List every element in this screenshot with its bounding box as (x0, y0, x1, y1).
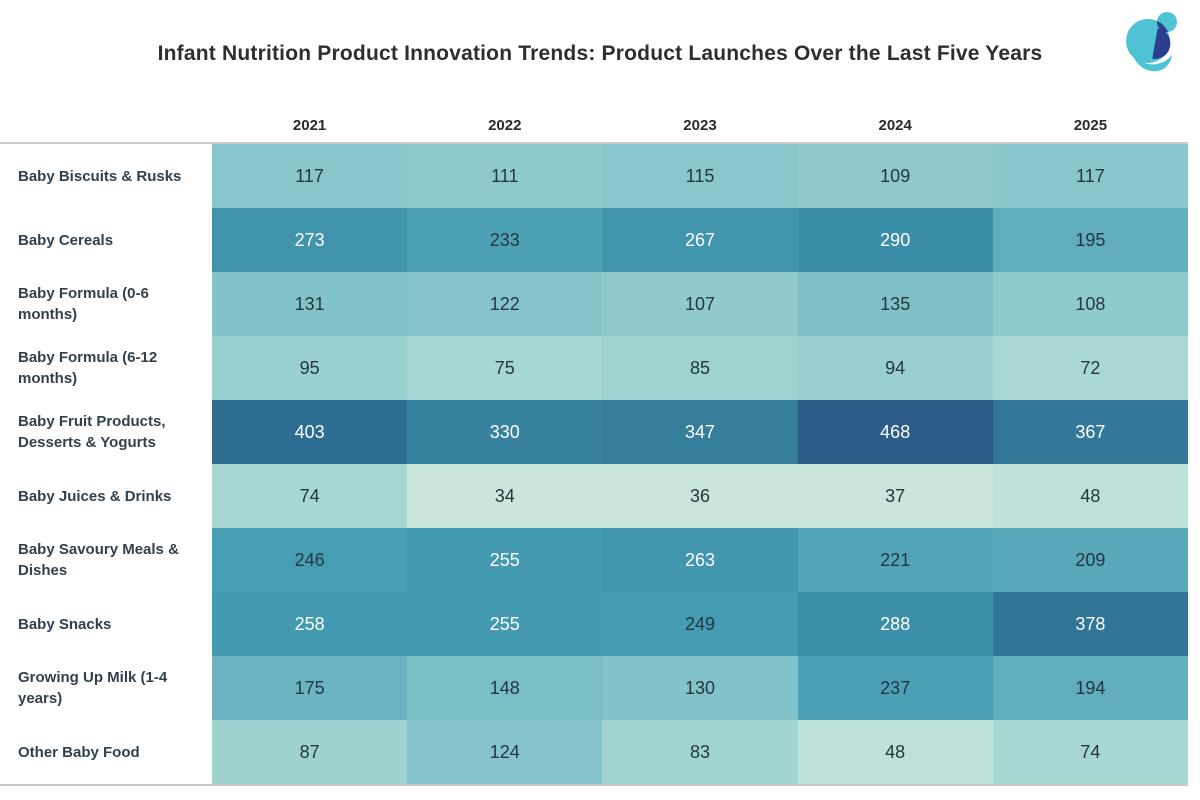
heatmap-cell[interactable]: 34 (407, 464, 603, 528)
heatmap-cell[interactable]: 83 (602, 720, 798, 784)
heatmap-cell[interactable]: 267 (602, 208, 798, 272)
heatmap-cell[interactable]: 48 (797, 720, 993, 784)
column-header: 2021 (292, 117, 327, 134)
heatmap-cell[interactable]: 209 (992, 528, 1188, 592)
row-label: Baby Juices & Drinks (0, 464, 212, 528)
heatmap-cell[interactable]: 347 (602, 400, 798, 464)
row-label: Other Baby Food (0, 720, 212, 784)
row-label: Baby Savoury Meals & Dishes (0, 528, 212, 592)
heatmap-cell[interactable]: 117 (992, 144, 1188, 208)
heatmap-cell[interactable]: 37 (797, 464, 993, 528)
column-header: 2025 (1073, 117, 1108, 134)
column-header: 2023 (683, 117, 717, 134)
page-title: Infant Nutrition Product Innovation Tren… (157, 42, 1043, 65)
heatmap-cell[interactable]: 255 (407, 528, 603, 592)
heatmap-cell[interactable]: 263 (602, 528, 798, 592)
heatmap-cell[interactable]: 74 (212, 464, 408, 528)
header: Infant Nutrition Product Innovation Tren… (0, 0, 1200, 66)
heatmap-cell[interactable]: 148 (407, 656, 603, 720)
heatmap-cell[interactable]: 130 (602, 656, 798, 720)
heatmap-cell[interactable]: 75 (407, 336, 603, 400)
heatmap-cell[interactable]: 107 (602, 272, 798, 336)
heatmap-cell[interactable]: 378 (992, 592, 1188, 656)
heatmap-cell[interactable]: 122 (407, 272, 603, 336)
heatmap-cell[interactable]: 95 (212, 336, 408, 400)
heatmap-cell[interactable]: 258 (212, 592, 408, 656)
heatmap-cell[interactable]: 468 (797, 400, 993, 464)
heatmap-cell[interactable]: 124 (407, 720, 603, 784)
heatmap-cell[interactable]: 221 (797, 528, 993, 592)
heatmap-cell[interactable]: 249 (602, 592, 798, 656)
brand-logo-icon (1122, 8, 1178, 74)
heatmap-cell[interactable]: 330 (407, 400, 603, 464)
heatmap-cell[interactable]: 48 (992, 464, 1188, 528)
heatmap-cell[interactable]: 135 (797, 272, 993, 336)
heatmap-body: Baby Biscuits & Rusks 117 111 115 109 117 Baby… (0, 144, 1188, 786)
row-label: Baby Biscuits & Rusks (0, 144, 212, 208)
row-label: Growing Up Milk (1-4 years) (0, 656, 212, 720)
heatmap-cell[interactable]: 290 (797, 208, 993, 272)
heatmap-cell[interactable]: 72 (992, 336, 1188, 400)
heatmap-cell[interactable]: 115 (602, 144, 798, 208)
row-label: Baby Snacks (0, 592, 212, 656)
heatmap-cell[interactable]: 194 (992, 656, 1188, 720)
heatmap-cell[interactable]: 237 (797, 656, 993, 720)
heatmap-cell[interactable]: 109 (797, 144, 993, 208)
heatmap-cell[interactable]: 94 (797, 336, 993, 400)
heatmap-table: 2021 2022 2023 2024 2025 Baby Biscuits & Rus… (0, 104, 1188, 786)
column-header: 2024 (878, 117, 912, 134)
heatmap-cell[interactable]: 111 (407, 144, 603, 208)
heatmap-cell[interactable]: 36 (602, 464, 798, 528)
heatmap-column-headers: 2021 2022 2023 2024 2025 (0, 104, 1188, 144)
heatmap-cell[interactable]: 273 (212, 208, 408, 272)
heatmap-cell[interactable]: 246 (212, 528, 408, 592)
column-header: 2022 (488, 117, 522, 134)
row-label: Baby Cereals (0, 208, 212, 272)
heatmap-cell[interactable]: 175 (212, 656, 408, 720)
heatmap-cell[interactable]: 131 (212, 272, 408, 336)
heatmap-cell[interactable]: 87 (212, 720, 408, 784)
row-label: Baby Formula (6-12 months) (0, 336, 212, 400)
heatmap-cell[interactable]: 74 (992, 720, 1188, 784)
heatmap-cell[interactable]: 367 (992, 400, 1188, 464)
heatmap-cell[interactable]: 85 (602, 336, 798, 400)
heatmap-cell[interactable]: 403 (212, 400, 408, 464)
heatmap-cell[interactable]: 233 (407, 208, 603, 272)
heatmap-cell[interactable]: 117 (212, 144, 408, 208)
row-label: Baby Formula (0-6 months) (0, 272, 212, 336)
heatmap-cell[interactable]: 108 (992, 272, 1188, 336)
heatmap-cell[interactable]: 255 (407, 592, 603, 656)
row-label: Baby Fruit Products, Desserts & Yogurts (0, 400, 212, 464)
heatmap-cell[interactable]: 195 (992, 208, 1188, 272)
heatmap-cell[interactable]: 288 (797, 592, 993, 656)
